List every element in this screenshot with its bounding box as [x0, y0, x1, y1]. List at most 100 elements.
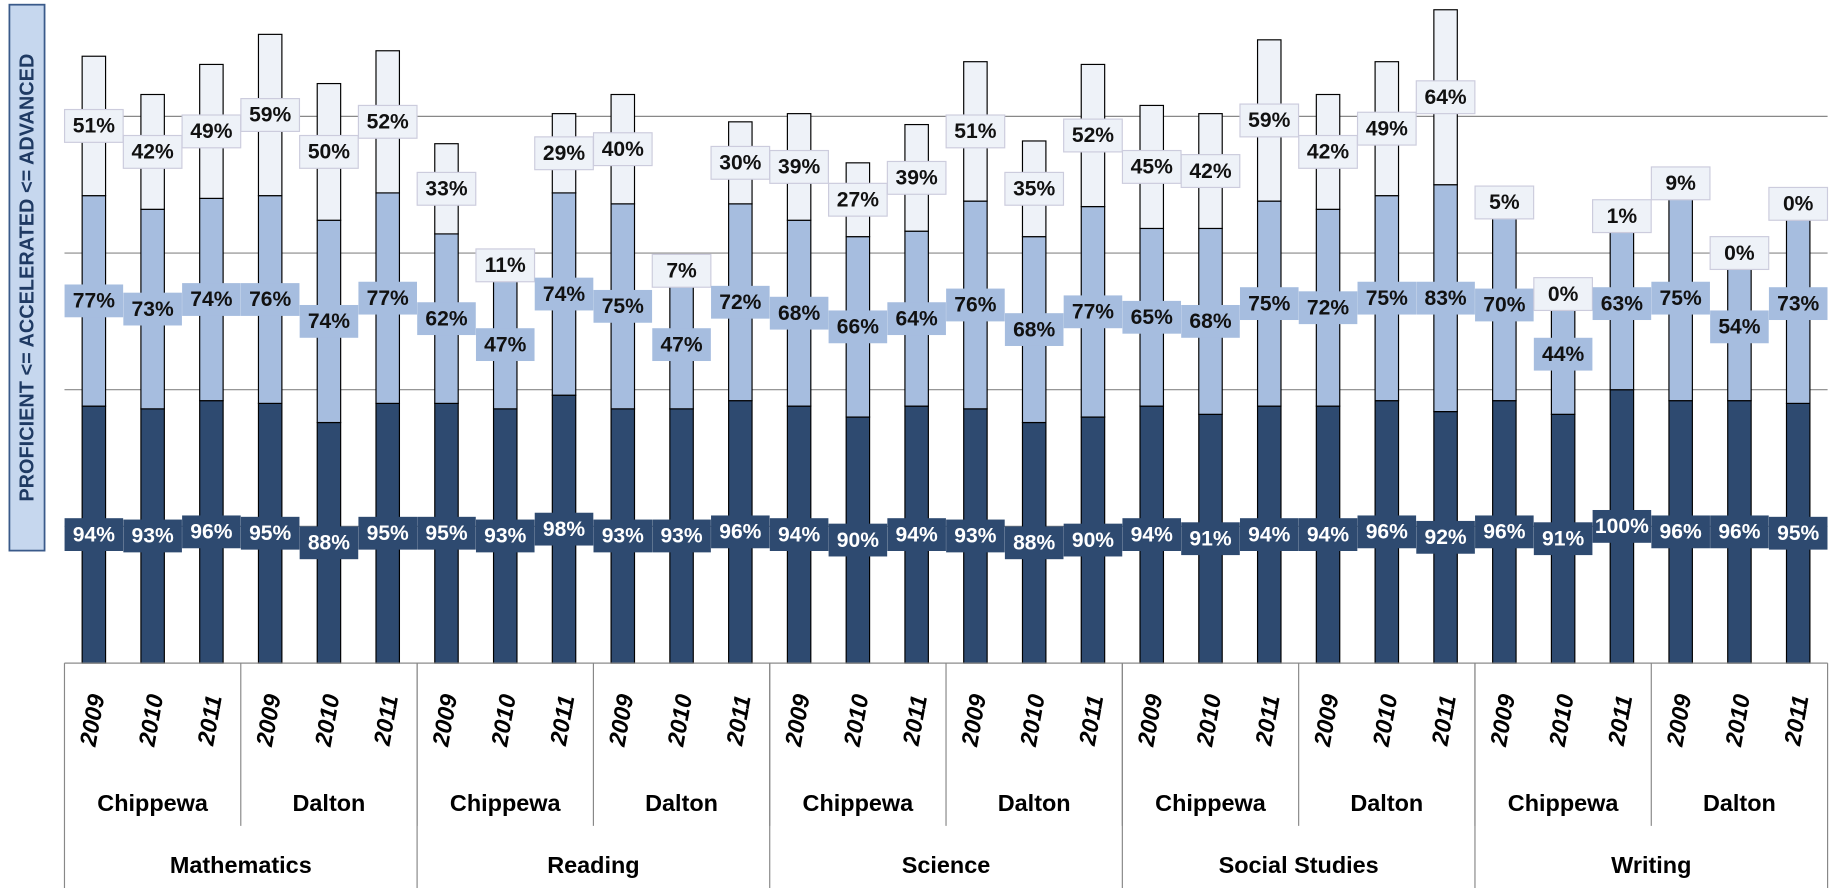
- data-label: 75%: [1366, 287, 1408, 310]
- data-label: 0%: [1724, 242, 1755, 265]
- data-label-box: [1004, 171, 1065, 206]
- x-tick-label: 2010: [1191, 692, 1226, 749]
- data-label-box: [358, 516, 417, 550]
- data-label-box: [711, 285, 770, 319]
- x-tick-label: 2011: [1074, 693, 1109, 748]
- data-label: 77%: [367, 287, 409, 310]
- data-label: 72%: [719, 291, 761, 314]
- data-label-box: [357, 104, 418, 139]
- school-label: Chippewa: [97, 790, 209, 816]
- data-label: 72%: [1307, 296, 1349, 319]
- data-label: 95%: [425, 522, 467, 545]
- data-label-box: [769, 149, 829, 184]
- data-label: 40%: [602, 138, 644, 161]
- data-label-box: [1474, 185, 1535, 220]
- data-label: 51%: [954, 120, 996, 143]
- data-label: 95%: [1777, 522, 1819, 545]
- school-label: Chippewa: [803, 790, 915, 816]
- data-label-box: [358, 281, 417, 315]
- school-label: Dalton: [645, 790, 718, 816]
- data-label: 93%: [602, 525, 644, 548]
- data-label-box: [64, 518, 124, 551]
- x-tick-label: 2009: [1309, 692, 1344, 749]
- data-label: 75%: [602, 295, 644, 318]
- data-label-box: [1533, 522, 1593, 556]
- data-label-box: [1592, 509, 1652, 543]
- data-label: 1%: [1607, 205, 1638, 228]
- subject-label: Writing: [1611, 852, 1691, 878]
- data-label-box: [1650, 166, 1711, 201]
- data-label-box: [1357, 281, 1417, 315]
- data-label-box: [1004, 313, 1064, 346]
- data-label: 91%: [1542, 527, 1584, 550]
- data-label-box: [1710, 515, 1769, 549]
- x-tick-label: 2009: [1661, 692, 1696, 749]
- data-label-box: [1357, 515, 1417, 549]
- data-label-box: [123, 292, 182, 326]
- y-axis-label: PROFICIENT <= ACCELERATED <= ADVANCED: [16, 54, 38, 502]
- data-label-box: [1416, 281, 1475, 315]
- x-tick-label: 2010: [133, 692, 168, 749]
- x-tick-label: 2009: [251, 692, 286, 749]
- data-label: 93%: [954, 525, 996, 548]
- data-label: 52%: [1072, 124, 1114, 147]
- data-label-box: [1651, 281, 1710, 315]
- data-label-box: [710, 145, 771, 180]
- data-label-box: [1475, 515, 1534, 549]
- data-label: 96%: [1660, 521, 1702, 544]
- data-label: 77%: [73, 290, 115, 313]
- data-label-box: [1768, 287, 1828, 321]
- data-label: 88%: [1013, 532, 1055, 555]
- data-label: 64%: [1424, 86, 1466, 109]
- x-tick-label: 2009: [75, 692, 110, 749]
- data-label: 11%: [485, 254, 526, 277]
- data-label: 73%: [132, 298, 174, 321]
- data-label: 35%: [1013, 178, 1055, 201]
- x-tick-label: 2010: [839, 692, 874, 749]
- data-label-box: [1592, 199, 1652, 234]
- data-label: 64%: [896, 307, 938, 330]
- data-label-box: [1298, 134, 1358, 169]
- data-label: 94%: [1131, 523, 1173, 546]
- data-label: 96%: [719, 521, 761, 544]
- data-label-box: [592, 132, 653, 167]
- school-label: Chippewa: [1155, 790, 1267, 816]
- school-label: Chippewa: [450, 790, 562, 816]
- data-label-box: [946, 519, 1005, 553]
- data-label: 62%: [425, 307, 467, 330]
- data-label-box: [1063, 118, 1123, 153]
- data-label: 68%: [1189, 310, 1231, 333]
- data-label: 94%: [73, 523, 115, 546]
- x-tick-label: 2009: [1485, 692, 1520, 749]
- data-label-box: [123, 519, 182, 553]
- data-label-box: [1181, 304, 1240, 338]
- data-label: 94%: [1307, 523, 1349, 546]
- data-label-box: [652, 519, 711, 553]
- data-label: 47%: [484, 333, 526, 356]
- subject-label: Science: [902, 852, 991, 878]
- data-label: 75%: [1248, 292, 1290, 315]
- data-label-box: [122, 134, 183, 169]
- data-label-box: [1122, 518, 1182, 551]
- data-label-box: [63, 108, 124, 143]
- data-label-box: [593, 519, 653, 553]
- x-tick-label: 2009: [427, 692, 462, 749]
- data-label: 93%: [484, 525, 526, 548]
- data-label: 95%: [249, 522, 291, 545]
- category-axis: 2009 2010 2011 2009 2010 2011 2009 2010 2011 2009…: [63, 662, 1829, 888]
- data-label-box: [1533, 337, 1593, 371]
- data-label-box: [1239, 287, 1299, 321]
- x-tick-label: 2011: [369, 693, 404, 748]
- data-label: 83%: [1424, 287, 1466, 310]
- school-label: Dalton: [293, 790, 366, 816]
- data-label: 76%: [954, 294, 996, 317]
- data-label: 9%: [1665, 172, 1696, 195]
- data-label-box: [1533, 277, 1593, 312]
- school-label: Chippewa: [1508, 790, 1620, 816]
- x-tick-label: 2011: [721, 693, 756, 748]
- data-label: 68%: [778, 302, 820, 325]
- data-label: 63%: [1601, 292, 1643, 315]
- data-label-box: [240, 283, 300, 316]
- data-label: 91%: [1189, 527, 1231, 550]
- data-label: 77%: [1072, 301, 1114, 324]
